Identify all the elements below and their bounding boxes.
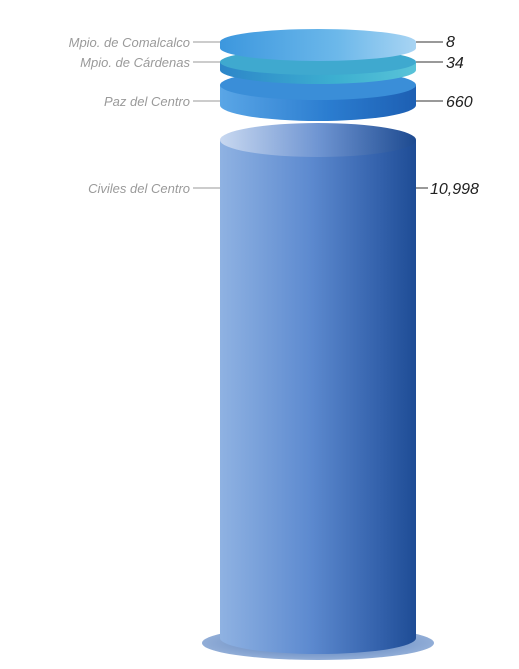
value-paz: 660 (446, 94, 473, 111)
value-comalcalco: 8 (446, 34, 455, 51)
segment-comalcalco-top (220, 29, 416, 55)
label-civiles: Civiles del Centro (88, 181, 190, 196)
value-civiles: 10,998 (430, 181, 479, 198)
label-comalcalco: Mpio. de Comalcalco (69, 35, 190, 50)
segment-civiles-top (220, 123, 416, 157)
segment-civiles-del-centro (220, 123, 416, 654)
label-cardenas: Mpio. de Cárdenas (80, 55, 190, 70)
segment-comalcalco (220, 29, 416, 61)
value-cardenas: 34 (446, 55, 464, 72)
segment-civiles-body (220, 140, 416, 654)
label-paz: Paz del Centro (104, 94, 190, 109)
